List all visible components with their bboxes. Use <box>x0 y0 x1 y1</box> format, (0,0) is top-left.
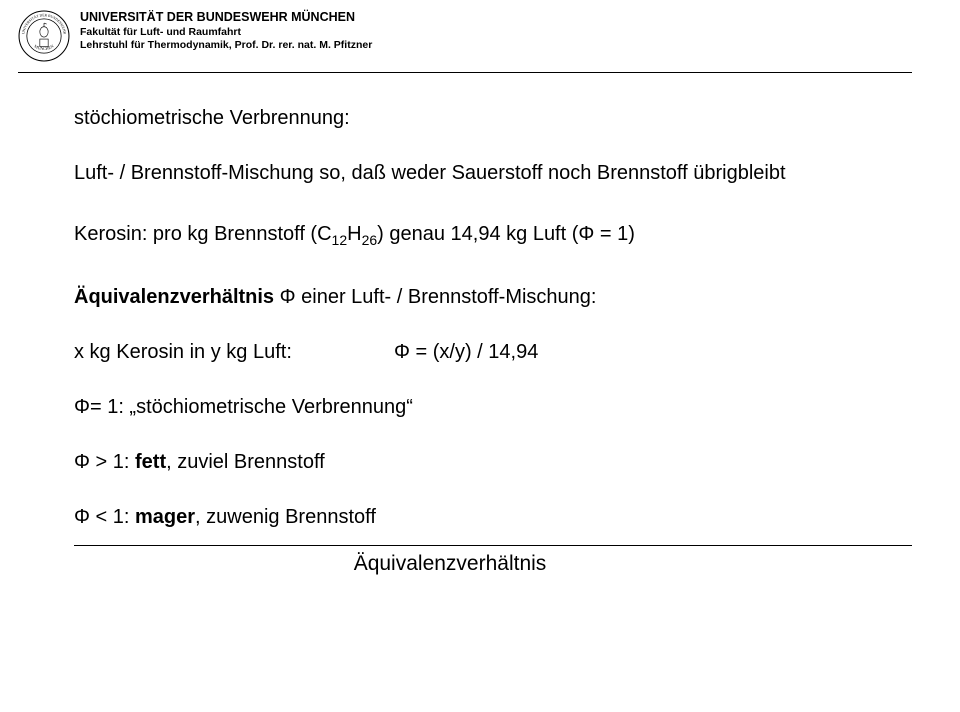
p-phi-gt1: Φ > 1: fett, zuviel Brennstoff <box>74 449 900 476</box>
eq-right: Φ = (x/y) / 14,94 <box>394 339 538 366</box>
p-eq-line: x kg Kerosin in y kg Luft: Φ = (x/y) / 1… <box>74 339 900 366</box>
footer-title: Äquivalenzverhältnis <box>0 552 960 576</box>
header-inner: UNIVERSITÄT DER BUNDESWEHR MÜNCHEN UNIVE… <box>18 10 960 62</box>
p-equiv-label: Äquivalenzverhältnis Φ einer Luft- / Bre… <box>74 284 900 311</box>
kerosin-sub2: 26 <box>362 232 378 248</box>
equiv-rest: Φ einer Luft- / Brennstoff-Mischung: <box>274 286 596 308</box>
p-kerosin: Kerosin: pro kg Brennstoff (C12H26) gena… <box>74 221 900 250</box>
eq-left: x kg Kerosin in y kg Luft: <box>74 339 394 366</box>
phi-gt1-bold: fett <box>135 451 166 473</box>
page-content: stöchiometrische Verbrennung: Luft- / Br… <box>0 73 960 531</box>
phi-lt1-post: , zuwenig Brennstoff <box>195 506 376 528</box>
kerosin-pre: Kerosin: pro kg Brennstoff (C <box>74 223 332 245</box>
p-phi-1: Φ= 1: „stöchiometrische Verbrennung“ <box>74 394 900 421</box>
header-text-block: UNIVERSITÄT DER BUNDESWEHR MÜNCHEN Fakul… <box>80 10 372 52</box>
kerosin-post: ) genau 14,94 kg Luft (Φ = 1) <box>377 223 635 245</box>
phi-gt1-pre: Φ > 1: <box>74 451 135 473</box>
kerosin-sub1: 12 <box>332 232 348 248</box>
phi-lt1-pre: Φ < 1: <box>74 506 135 528</box>
header-university: UNIVERSITÄT DER BUNDESWEHR MÜNCHEN <box>80 10 372 26</box>
phi-lt1-bold: mager <box>135 506 195 528</box>
p-definition: Luft- / Brennstoff-Mischung so, daß wede… <box>74 160 900 187</box>
phi-gt1-post: , zuviel Brennstoff <box>166 451 325 473</box>
header-chair: Lehrstuhl für Thermodynamik, Prof. Dr. r… <box>80 39 372 52</box>
p-phi-lt1: Φ < 1: mager, zuwenig Brennstoff <box>74 504 900 531</box>
header-faculty: Fakultät für Luft- und Raumfahrt <box>80 26 372 39</box>
heading-stoich: stöchiometrische Verbrennung: <box>74 105 900 132</box>
footer-rule <box>74 545 912 546</box>
university-seal-icon: UNIVERSITÄT DER BUNDESWEHR MÜNCHEN <box>18 10 70 62</box>
kerosin-mid: H <box>347 223 361 245</box>
equiv-bold: Äquivalenzverhältnis <box>74 286 274 308</box>
page-header: UNIVERSITÄT DER BUNDESWEHR MÜNCHEN UNIVE… <box>0 0 960 68</box>
